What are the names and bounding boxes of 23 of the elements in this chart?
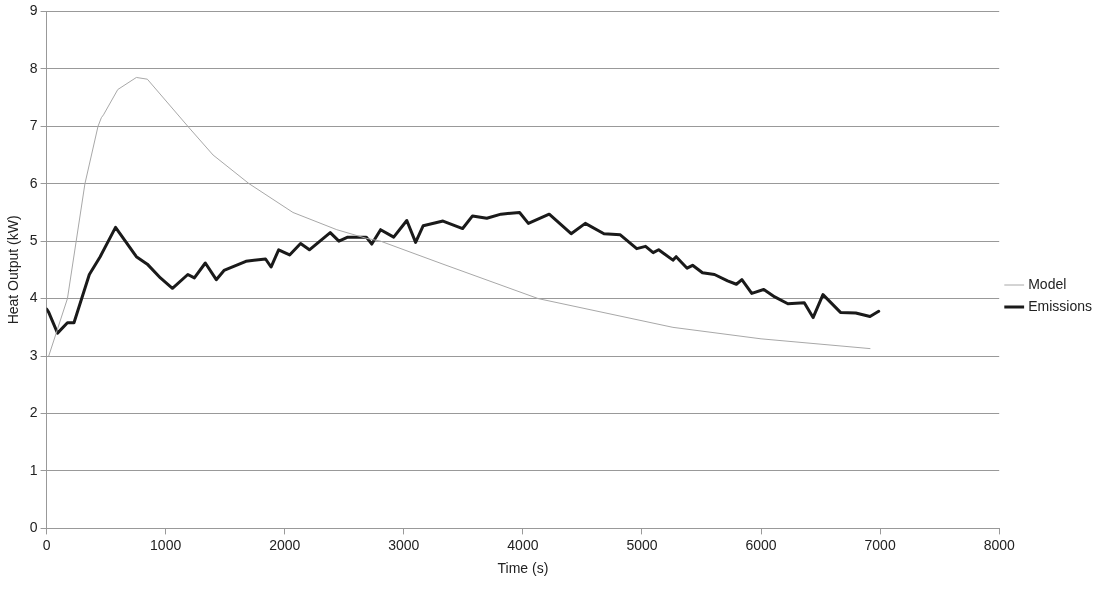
- y-tick-label: 4: [29, 289, 38, 306]
- x-tick-label: 2000: [269, 536, 301, 553]
- x-tick-label: 3000: [388, 536, 420, 553]
- x-tick-label: 1000: [150, 536, 182, 553]
- x-tick-label: 0: [42, 536, 51, 553]
- x-axis-title: Time (s): [497, 560, 549, 577]
- x-tick-label: 8000: [983, 536, 1015, 553]
- y-tick-label: 2: [29, 404, 38, 421]
- y-tick-label: 7: [29, 117, 38, 134]
- y-tick-label: 3: [29, 346, 38, 363]
- x-tick-label: 4000: [507, 536, 539, 553]
- y-tick-label: 6: [29, 174, 38, 191]
- y-axis-title: Heat Output (kW): [5, 215, 22, 325]
- y-tick-label: 9: [29, 2, 38, 19]
- y-tick-label: 1: [29, 461, 38, 478]
- y-tick-label: 5: [29, 232, 38, 249]
- y-tick-label: 0: [29, 519, 38, 536]
- x-tick-label: 7000: [864, 536, 896, 553]
- legend-label: Emissions: [1028, 297, 1092, 314]
- x-tick-label: 6000: [745, 536, 777, 553]
- y-tick-label: 8: [29, 59, 38, 76]
- legend-label: Model: [1028, 275, 1067, 292]
- x-tick-label: 5000: [626, 536, 658, 553]
